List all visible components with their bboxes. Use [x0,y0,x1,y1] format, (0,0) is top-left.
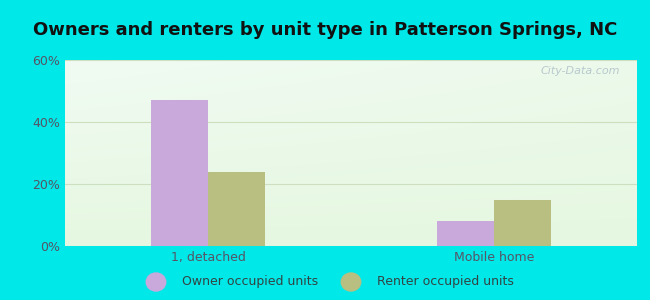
Text: City-Data.com: City-Data.com [540,66,620,76]
Text: Owners and renters by unit type in Patterson Springs, NC: Owners and renters by unit type in Patte… [32,21,617,39]
Bar [437,221,494,246]
Text: Owner occupied units: Owner occupied units [182,275,318,289]
Bar [494,200,551,246]
Bar [208,172,265,246]
Text: Renter occupied units: Renter occupied units [377,275,514,289]
Bar [151,100,208,246]
